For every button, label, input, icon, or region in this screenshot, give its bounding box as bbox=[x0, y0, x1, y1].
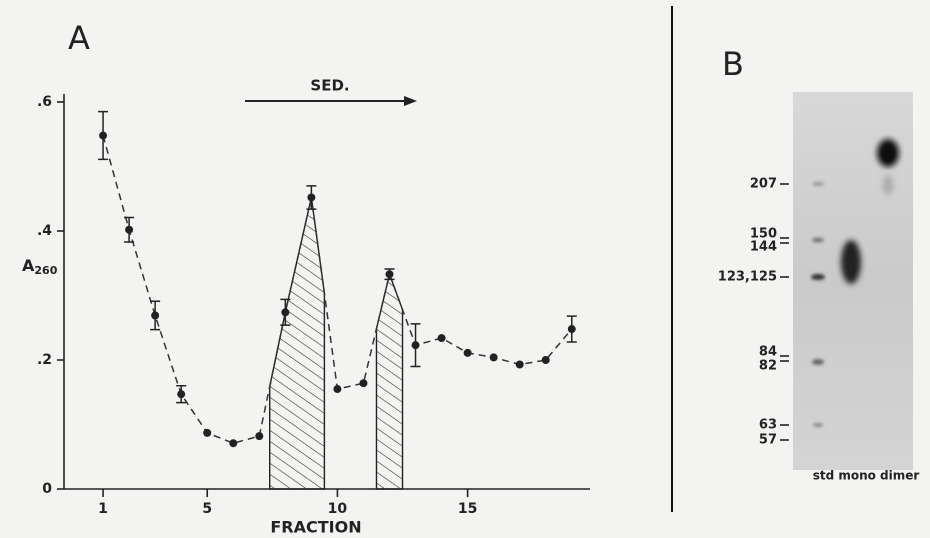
lane-labels: std mono dimer bbox=[813, 469, 920, 483]
y-tick-label: .6 bbox=[37, 94, 52, 110]
data-point bbox=[385, 270, 393, 278]
annotation: SED. bbox=[310, 77, 349, 95]
marker-label: 84 bbox=[759, 345, 777, 360]
figure: A SED. A260 FRACTION 0.2.4.6151015 B 207… bbox=[0, 0, 930, 538]
marker-label: 123,125 bbox=[718, 270, 777, 285]
data-point bbox=[229, 439, 237, 447]
x-axis-label: FRACTION bbox=[270, 518, 361, 537]
y-tick-label: .4 bbox=[37, 223, 52, 239]
data-point bbox=[333, 385, 341, 393]
data-point bbox=[359, 379, 367, 387]
data-point bbox=[99, 132, 107, 140]
marker-label: 63 bbox=[759, 418, 777, 433]
data-point bbox=[177, 390, 185, 398]
data-point bbox=[203, 429, 211, 437]
y-tick-label: .2 bbox=[37, 352, 52, 368]
data-point bbox=[464, 349, 472, 357]
data-point bbox=[516, 361, 524, 369]
x-tick-label: 15 bbox=[458, 501, 477, 517]
panel-label: A bbox=[68, 19, 90, 57]
marker-label: 82 bbox=[759, 359, 777, 374]
y-tick-label: 0 bbox=[42, 481, 52, 497]
marker-label: 57 bbox=[759, 433, 777, 448]
data-point bbox=[438, 334, 446, 342]
y-label-sub: 260 bbox=[34, 264, 57, 277]
data-point bbox=[490, 353, 498, 361]
background bbox=[0, 0, 930, 538]
data-point bbox=[542, 356, 550, 364]
panel-label: B bbox=[722, 45, 744, 83]
data-point bbox=[568, 325, 576, 333]
data-point bbox=[281, 308, 289, 316]
data-point bbox=[151, 311, 159, 319]
x-tick-label: 5 bbox=[202, 501, 212, 517]
marker-label: 207 bbox=[750, 177, 777, 192]
data-point bbox=[307, 193, 315, 201]
marker-label: 144 bbox=[750, 240, 777, 255]
x-tick-label: 10 bbox=[328, 501, 348, 517]
data-point bbox=[255, 432, 263, 440]
y-label-main: A bbox=[22, 256, 35, 275]
data-point bbox=[412, 341, 420, 349]
data-point bbox=[125, 226, 133, 234]
x-tick-label: 1 bbox=[98, 501, 108, 517]
